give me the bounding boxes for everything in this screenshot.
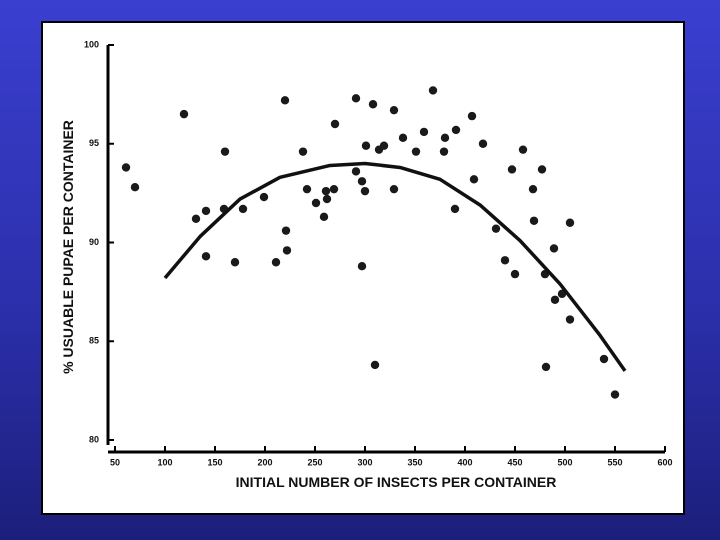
data-point [298, 147, 308, 156]
data-point [419, 127, 429, 137]
data-point [368, 100, 378, 109]
data-point [549, 244, 559, 253]
x-axis-title: INITIAL NUMBER OF INSECTS PER CONTAINER [236, 474, 557, 490]
data-point [230, 258, 240, 267]
data-point [370, 360, 380, 370]
data-point [281, 226, 291, 235]
data-point [282, 246, 292, 255]
data-point [478, 139, 488, 148]
data-point [220, 147, 230, 156]
x-tick-label: 50 [110, 457, 120, 467]
x-tick-label: 300 [357, 457, 372, 467]
data-point [130, 183, 140, 192]
data-point [510, 269, 520, 279]
data-point [491, 224, 501, 233]
y-axis-title: % USUABLE PUPAE PER CONTAINER [60, 120, 76, 374]
data-point [565, 218, 575, 227]
data-point [467, 111, 477, 121]
data-point [439, 147, 449, 156]
data-point [541, 362, 551, 372]
data-point [450, 204, 460, 214]
data-point [311, 198, 321, 208]
data-point [201, 252, 211, 261]
data-point [271, 258, 281, 267]
data-point [302, 184, 312, 194]
x-tick-label: 250 [307, 457, 322, 467]
data-point [351, 167, 361, 176]
data-point [201, 206, 211, 216]
fit-curve [163, 161, 627, 372]
data-point [191, 214, 201, 223]
data-point [469, 175, 479, 184]
data-point [610, 390, 620, 399]
data-point [529, 216, 539, 225]
data-point [550, 295, 560, 304]
data-point [319, 212, 329, 222]
y-tick-label: 95 [89, 138, 99, 148]
data-point [329, 184, 339, 194]
x-tick-label: 350 [407, 457, 422, 467]
data-point [330, 119, 340, 129]
y-tick-label: 90 [89, 237, 99, 247]
y-tick-label: 80 [89, 434, 99, 444]
data-point [351, 94, 361, 103]
data-point [259, 192, 269, 202]
data-point [507, 165, 517, 174]
x-tick-label: 550 [607, 457, 622, 467]
data-point [428, 86, 438, 95]
x-tick-label: 100 [157, 457, 172, 467]
data-point [357, 177, 367, 186]
x-tick-label: 400 [457, 457, 472, 467]
data-point [179, 109, 189, 119]
x-tick-label: 150 [207, 457, 222, 467]
data-point [322, 194, 332, 204]
data-point [518, 145, 528, 154]
data-point [500, 256, 510, 265]
data-point [321, 186, 331, 196]
data-point [361, 141, 371, 150]
x-tick-label: 450 [507, 457, 522, 467]
x-tick-label: 600 [657, 457, 672, 467]
y-tick-label: 85 [89, 336, 99, 346]
data-point [357, 262, 367, 271]
data-point [440, 133, 450, 143]
data-point [537, 165, 547, 174]
data-point [528, 184, 538, 194]
data-point [238, 204, 248, 214]
data-point [360, 186, 370, 196]
y-tick-label: 100 [84, 39, 99, 49]
data-point [121, 163, 131, 172]
data-point [389, 105, 399, 115]
data-point [451, 125, 461, 135]
data-point [599, 354, 609, 364]
data-point [389, 184, 399, 194]
data-point [565, 315, 575, 324]
x-tick-label: 500 [557, 457, 572, 467]
data-point [379, 141, 389, 150]
data-point [398, 133, 408, 143]
x-tick-label: 200 [257, 457, 272, 467]
data-point [411, 147, 421, 156]
data-point [280, 96, 290, 105]
